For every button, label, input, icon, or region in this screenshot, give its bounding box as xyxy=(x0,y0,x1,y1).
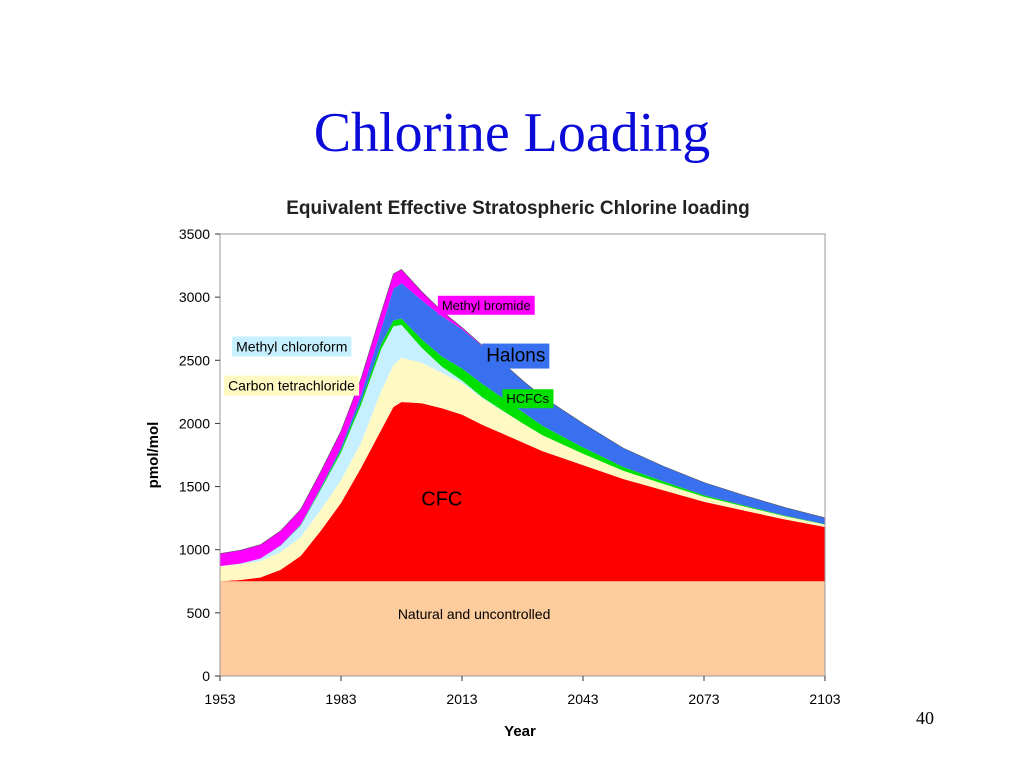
y-tick-label: 3500 xyxy=(179,226,210,242)
label-methyl-bromide: Methyl bromide xyxy=(437,295,535,315)
x-axis-label: Year xyxy=(504,723,536,740)
y-tick-label: 2500 xyxy=(179,352,210,368)
series-label-text: Methyl bromide xyxy=(442,298,531,313)
y-tick-label: 3000 xyxy=(179,289,210,305)
area-methyl-chloroform xyxy=(220,324,825,567)
y-axis-ticks: 0 500 1000 1500 2000 2500 3000 3500 xyxy=(179,226,220,684)
series-label-text: CFC xyxy=(421,489,462,511)
x-tick-label: 2073 xyxy=(688,691,719,707)
label-methyl-chloroform: Methyl chloroform xyxy=(232,336,352,357)
y-axis-label: pmol/mol xyxy=(145,422,162,489)
series-label-box xyxy=(502,389,554,409)
area-methyl-bromide xyxy=(220,269,825,567)
x-axis-ticks: 1953 1983 2013 2043 2073 2103 xyxy=(204,676,841,707)
label-cfc: CFC xyxy=(421,489,462,511)
series-label-box xyxy=(482,343,550,369)
slide-number: 40 xyxy=(916,708,934,728)
area-cfc xyxy=(220,402,825,582)
x-tick-label: 1953 xyxy=(204,691,235,707)
x-tick-label: 2013 xyxy=(446,691,477,707)
chart-title: Equivalent Effective Stratospheric Chlor… xyxy=(286,198,749,219)
y-tick-label: 2000 xyxy=(179,415,210,431)
plot-frame xyxy=(219,233,826,677)
label-halons: Halons xyxy=(482,343,550,369)
y-tick-label: 1500 xyxy=(179,479,210,495)
x-tick-label: 1983 xyxy=(325,691,356,707)
label-natural-and-uncontrolled: Natural and uncontrolled xyxy=(398,606,551,622)
series-label-text: HCFCs xyxy=(506,391,549,406)
series-labels: Natural and uncontrolled CFC Carbon tetrac… xyxy=(224,295,554,622)
y-tick-label: 0 xyxy=(202,668,210,684)
label-carbon-tetrachloride: Carbon tetrachloride xyxy=(224,375,360,396)
label-hcfcs: HCFCs xyxy=(502,389,554,409)
series-label-box xyxy=(224,375,360,396)
series-label-box xyxy=(437,295,535,315)
plot-border xyxy=(219,233,826,677)
series-label-text: Halons xyxy=(486,346,545,367)
y-tick-label: 1000 xyxy=(179,542,210,558)
x-tick-label: 2103 xyxy=(809,691,840,707)
series-label-text: Natural and uncontrolled xyxy=(398,606,551,622)
series-label-text: Carbon tetrachloride xyxy=(228,378,355,394)
series-areas xyxy=(219,269,826,676)
series-label-text: Methyl chloroform xyxy=(236,338,347,354)
y-tick-label: 500 xyxy=(187,605,211,621)
series-label-box xyxy=(232,336,352,357)
slide-title: Chlorine Loading xyxy=(313,102,711,164)
x-tick-label: 2043 xyxy=(567,691,598,707)
area-natural-and-uncontrolled xyxy=(220,581,825,676)
area-carbon-tetrachloride xyxy=(220,357,825,582)
